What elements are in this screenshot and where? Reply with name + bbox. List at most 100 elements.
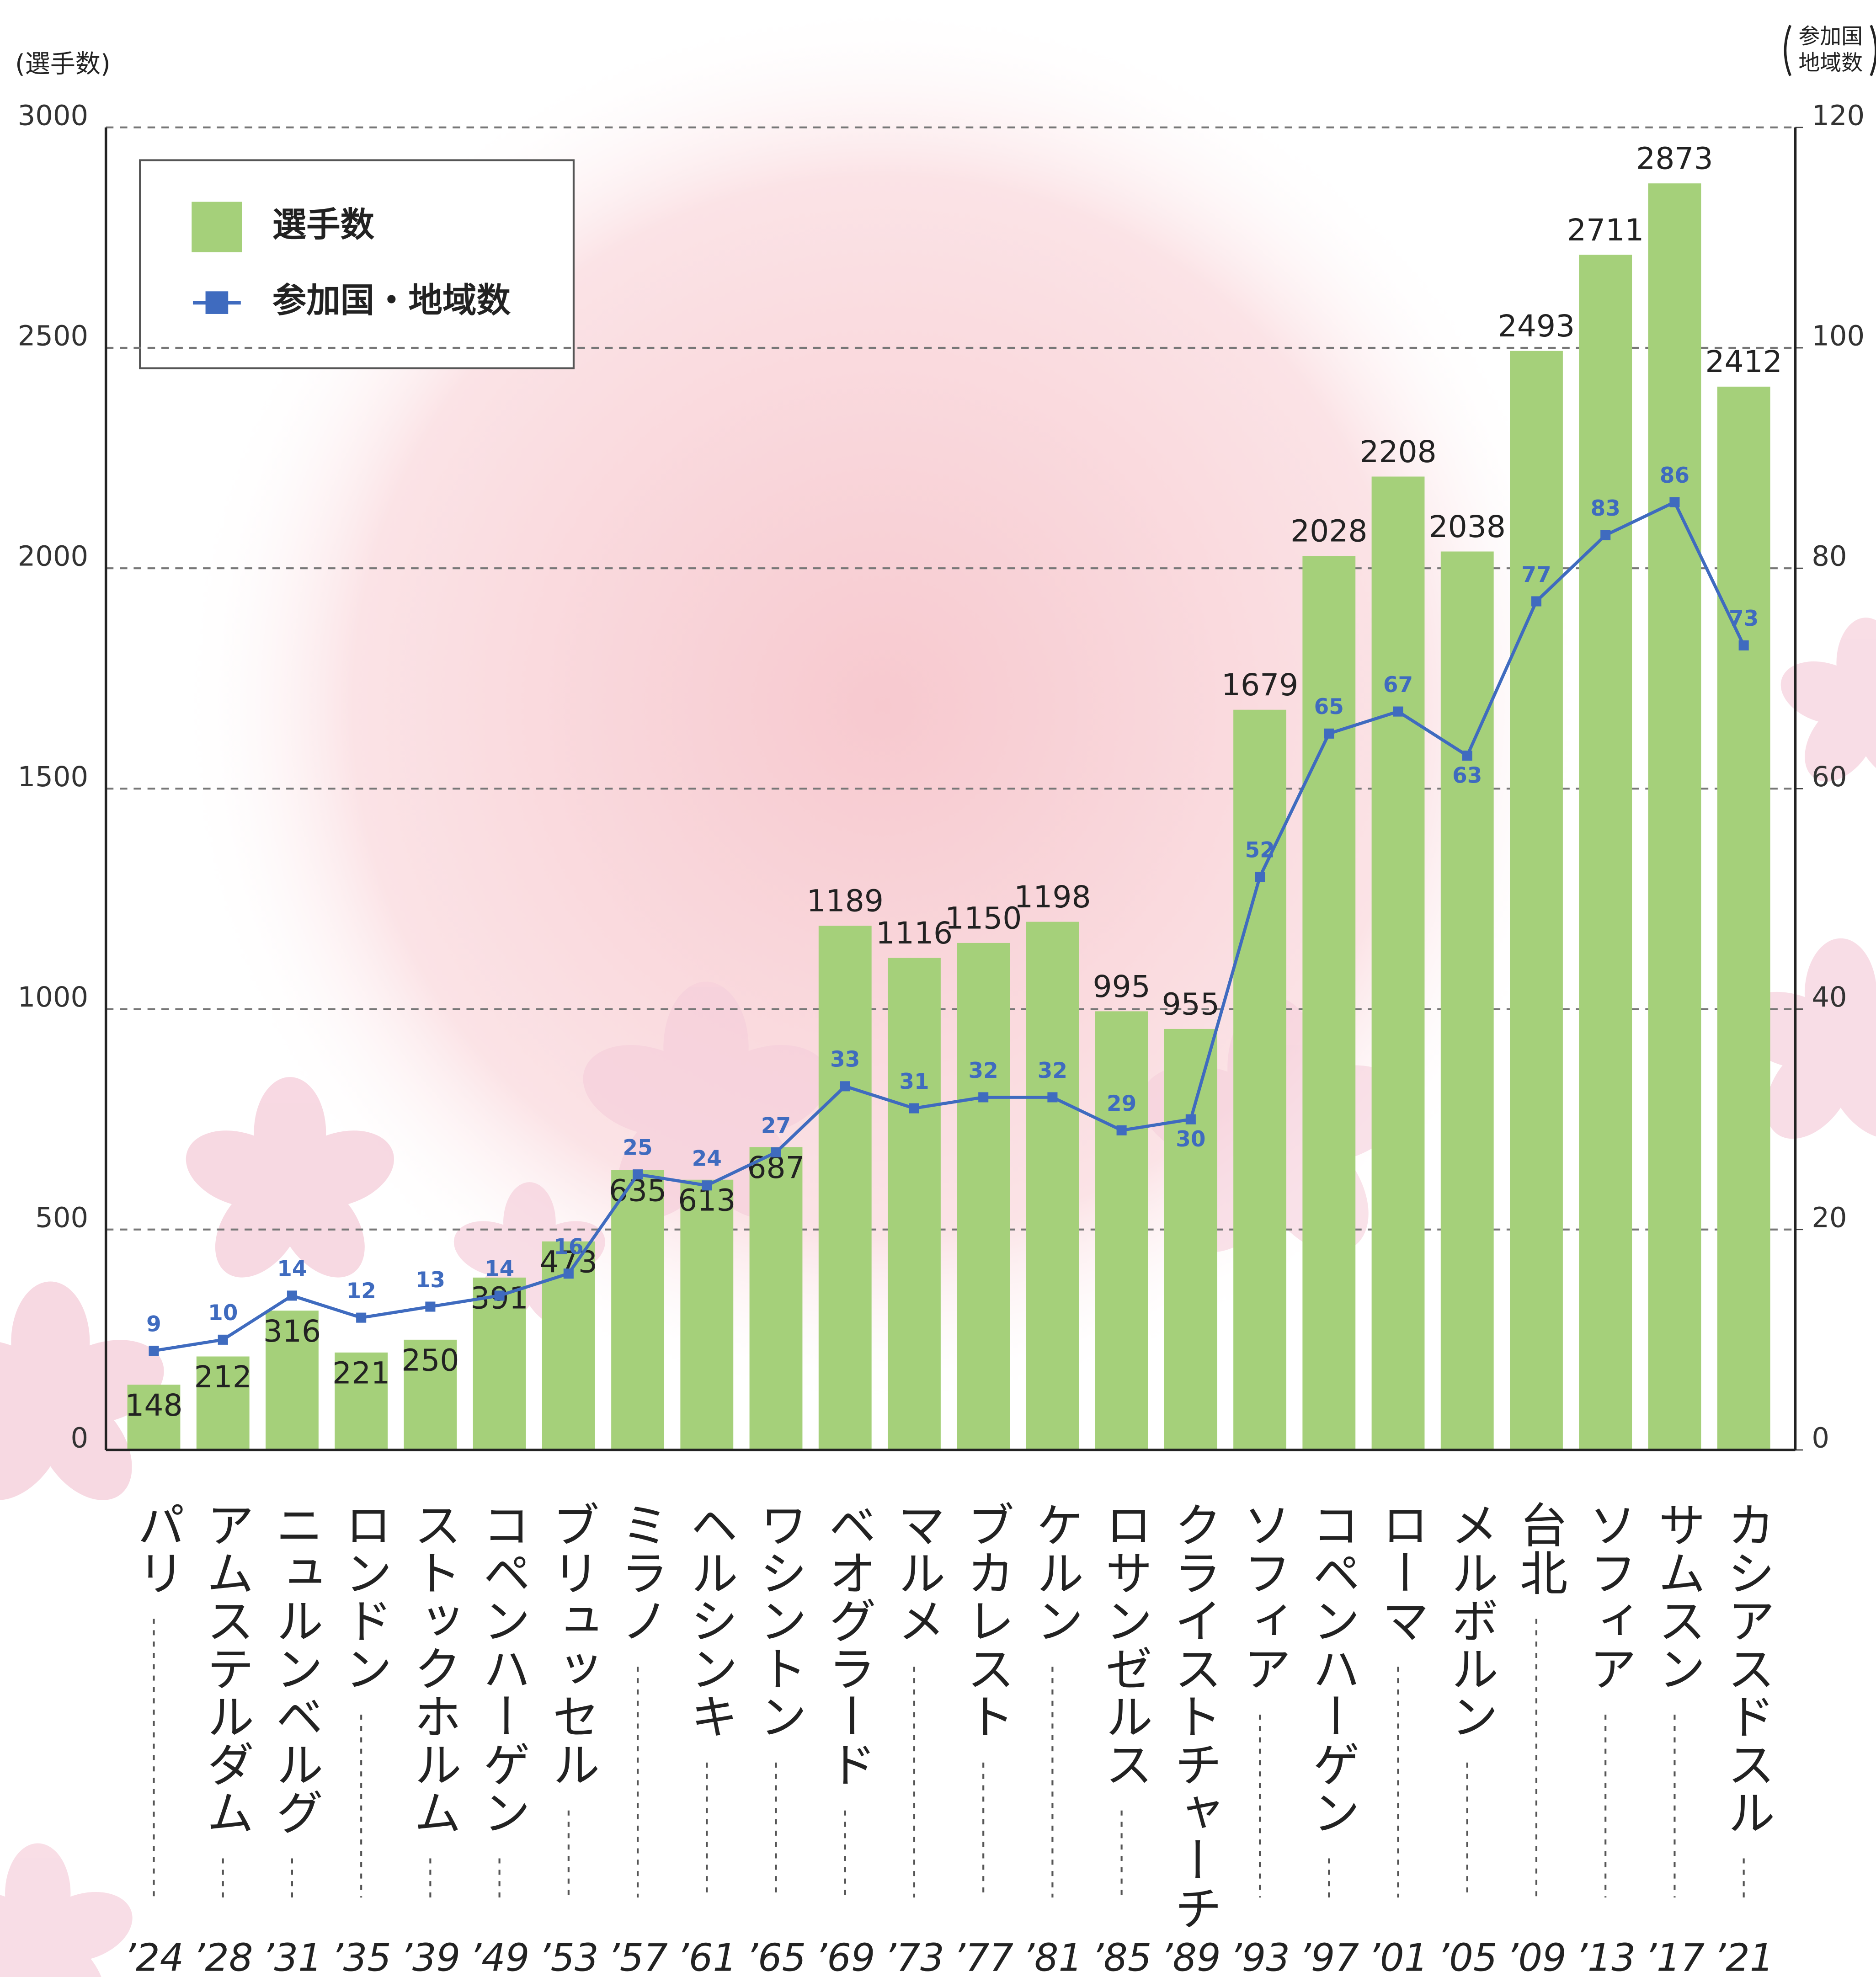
x-year-label: ’21 bbox=[1714, 1935, 1774, 1977]
line-marker bbox=[1462, 751, 1472, 761]
y2-tick-label: 60 bbox=[1812, 761, 1847, 793]
x-tick-label: パリ bbox=[129, 1500, 185, 1596]
line-value-label: 29 bbox=[1107, 1091, 1136, 1116]
legend-label: 選手数 bbox=[272, 205, 375, 245]
x-year-label: ’57 bbox=[608, 1935, 668, 1977]
line-marker bbox=[1324, 729, 1334, 739]
line-marker bbox=[1600, 530, 1610, 540]
x-year-label: ’53 bbox=[538, 1935, 599, 1977]
line-marker bbox=[356, 1313, 366, 1323]
line-value-label: 33 bbox=[830, 1047, 860, 1072]
x-year-label: ’77 bbox=[953, 1935, 1013, 1977]
bar bbox=[1095, 1011, 1148, 1450]
line-value-label: 9 bbox=[146, 1311, 161, 1337]
x-year-label: ’05 bbox=[1437, 1935, 1498, 1977]
x-tick-label: ヘルシンキ bbox=[682, 1500, 738, 1740]
x-year-label: ’85 bbox=[1092, 1935, 1152, 1977]
line-value-label: 63 bbox=[1452, 763, 1482, 788]
bar-value-label: 995 bbox=[1093, 969, 1150, 1004]
line-marker bbox=[1186, 1114, 1196, 1124]
bar-value-label: 2208 bbox=[1359, 434, 1436, 469]
bar bbox=[1717, 387, 1770, 1450]
bar-value-label: 1189 bbox=[807, 884, 884, 919]
bar-value-label: 1116 bbox=[876, 916, 953, 951]
line-value-label: 52 bbox=[1245, 838, 1274, 863]
line-value-label: 10 bbox=[208, 1300, 238, 1326]
x-tick-label: サムスン bbox=[1650, 1500, 1706, 1692]
y-tick-label: 2500 bbox=[18, 320, 88, 352]
bar-value-label: 212 bbox=[194, 1359, 252, 1395]
x-tick-label: ベオグラード bbox=[821, 1500, 876, 1788]
x-tick-label: メルボルン bbox=[1443, 1500, 1498, 1740]
bar-value-label: 2493 bbox=[1498, 309, 1575, 344]
y-tick-label: 500 bbox=[35, 1202, 88, 1234]
bar bbox=[611, 1170, 664, 1450]
bar bbox=[680, 1180, 733, 1450]
x-year-label: ’89 bbox=[1161, 1935, 1221, 1977]
y2-tick-label: 100 bbox=[1812, 320, 1865, 352]
bar bbox=[1233, 710, 1286, 1450]
line-marker bbox=[287, 1290, 297, 1300]
y2-axis-title: 参加国 bbox=[1798, 24, 1863, 49]
x-tick-label: ソフィア bbox=[1581, 1500, 1636, 1692]
bar bbox=[888, 958, 941, 1450]
line-value-label: 14 bbox=[277, 1257, 307, 1282]
bar bbox=[750, 1147, 803, 1450]
x-year-label: ’81 bbox=[1023, 1935, 1083, 1977]
line-marker bbox=[1255, 872, 1265, 882]
line-marker bbox=[149, 1346, 159, 1356]
bar-value-label: 221 bbox=[332, 1356, 390, 1391]
bar-value-label: 316 bbox=[263, 1314, 321, 1349]
line-value-label: 12 bbox=[346, 1279, 376, 1304]
bar bbox=[1302, 556, 1355, 1450]
x-year-label: ’24 bbox=[124, 1935, 184, 1977]
x-year-label: ’17 bbox=[1645, 1935, 1705, 1977]
line-value-label: 32 bbox=[1038, 1058, 1067, 1083]
bar-value-label: 2711 bbox=[1567, 213, 1644, 248]
bar-value-label: 2412 bbox=[1705, 344, 1782, 379]
line-marker bbox=[1047, 1092, 1057, 1102]
x-year-label: ’09 bbox=[1506, 1935, 1567, 1977]
x-year-label: ’13 bbox=[1575, 1935, 1636, 1977]
x-year-label: ’69 bbox=[815, 1935, 875, 1977]
x-tick-label: ワシントン bbox=[751, 1500, 807, 1740]
x-tick-label: ブカレスト bbox=[959, 1500, 1014, 1740]
y2-tick-label: 20 bbox=[1812, 1202, 1847, 1234]
x-tick-label: コペンハーゲン bbox=[475, 1500, 531, 1836]
bar-value-label: 1150 bbox=[945, 901, 1022, 936]
y-tick-label: 0 bbox=[70, 1422, 88, 1454]
bar bbox=[1579, 255, 1632, 1449]
line-marker bbox=[1117, 1125, 1127, 1135]
x-tick-label: カシアスドスル bbox=[1719, 1500, 1775, 1836]
x-year-label: ’01 bbox=[1368, 1935, 1428, 1977]
line-value-label: 32 bbox=[969, 1058, 998, 1083]
x-year-label: ’93 bbox=[1230, 1935, 1290, 1977]
page: {"chart_data": {"type": "bar", "ylabel":… bbox=[0, 0, 1876, 1977]
line-value-label: 65 bbox=[1314, 694, 1344, 719]
x-tick-label: クライストチャーチ bbox=[1166, 1500, 1222, 1931]
bar bbox=[819, 926, 872, 1450]
x-year-label: ’49 bbox=[469, 1935, 530, 1977]
legend-marker bbox=[206, 291, 229, 314]
line-marker bbox=[771, 1147, 781, 1157]
y2-tick-label: 120 bbox=[1812, 100, 1865, 132]
chart: (選手数) 参加国 地域数 選手数参加国・地域数 050010001500200… bbox=[0, 0, 1876, 1977]
x-tick-label: ロサンゼルス bbox=[1097, 1500, 1153, 1788]
line-value-label: 24 bbox=[692, 1146, 722, 1172]
bar bbox=[1026, 922, 1079, 1450]
bar bbox=[957, 943, 1010, 1450]
x-tick-label: ブリュッセル bbox=[544, 1500, 600, 1788]
line-value-label: 31 bbox=[899, 1069, 929, 1094]
line-value-label: 30 bbox=[1176, 1127, 1205, 1152]
bar-value-label: 2873 bbox=[1636, 141, 1713, 176]
line-value-label: 83 bbox=[1591, 496, 1620, 521]
bar-value-label: 2028 bbox=[1290, 514, 1367, 549]
y-tick-label: 3000 bbox=[18, 100, 88, 132]
line-marker bbox=[978, 1092, 988, 1102]
x-tick-label: マルメ bbox=[890, 1500, 945, 1644]
y-tick-label: 2000 bbox=[18, 541, 88, 573]
y-tick-label: 1500 bbox=[18, 761, 88, 793]
bar-value-label: 148 bbox=[125, 1388, 182, 1423]
x-tick-label: ソフィア bbox=[1235, 1500, 1291, 1692]
line-marker bbox=[840, 1081, 850, 1091]
